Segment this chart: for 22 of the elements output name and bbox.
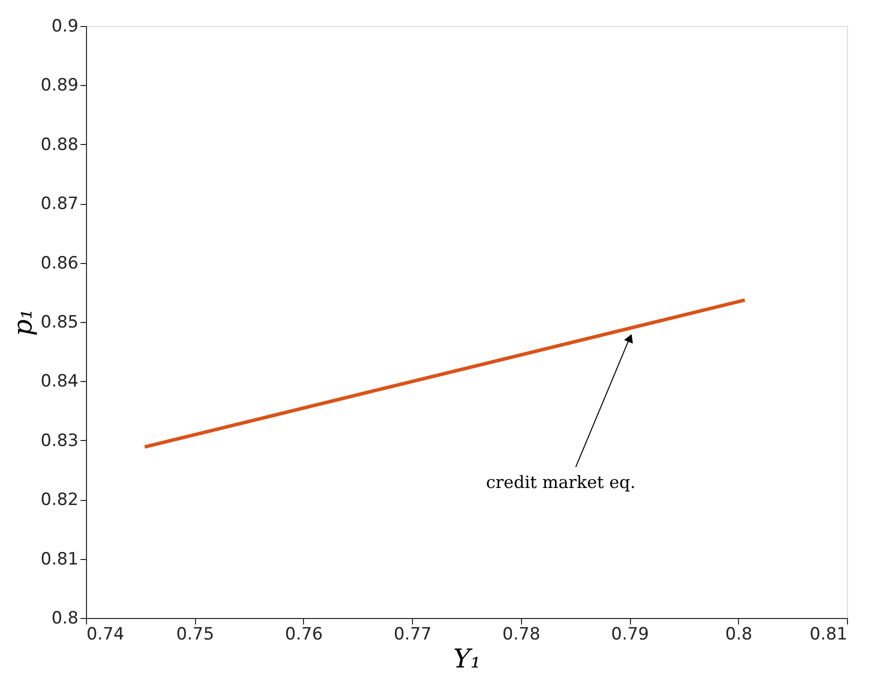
x-axis-title: Y₁ xyxy=(453,644,481,674)
x-tick-label: 0.74 xyxy=(86,624,124,644)
x-tick-label: 0.77 xyxy=(394,624,432,644)
x-tick-label: 0.8 xyxy=(725,624,752,644)
y-tick-label: 0.88 xyxy=(40,134,78,155)
x-tick-label: 0.79 xyxy=(611,624,649,644)
annotation: credit market eq. xyxy=(486,472,636,493)
y-tick-label: 0.87 xyxy=(40,194,78,214)
y-tick-label: 0.8 xyxy=(51,608,78,628)
y-tick-label: 0.89 xyxy=(40,76,78,96)
y-tick-label: 0.83 xyxy=(40,430,78,451)
y-tick-label: 0.82 xyxy=(40,490,78,510)
y-tick-label: 0.81 xyxy=(40,549,78,570)
y-tick-label: 0.84 xyxy=(40,372,78,392)
x-tick-label: 0.78 xyxy=(502,624,540,644)
y-tick-label: 0.86 xyxy=(40,253,78,274)
x-tick-label: 0.81 xyxy=(810,624,848,644)
x-tick-label: 0.76 xyxy=(285,624,323,644)
y-tick-label: 0.85 xyxy=(40,312,78,332)
y-axis-title: p₁ xyxy=(8,308,39,336)
y-tick-label: 0.9 xyxy=(51,16,78,36)
x-tick-label: 0.75 xyxy=(176,624,214,644)
